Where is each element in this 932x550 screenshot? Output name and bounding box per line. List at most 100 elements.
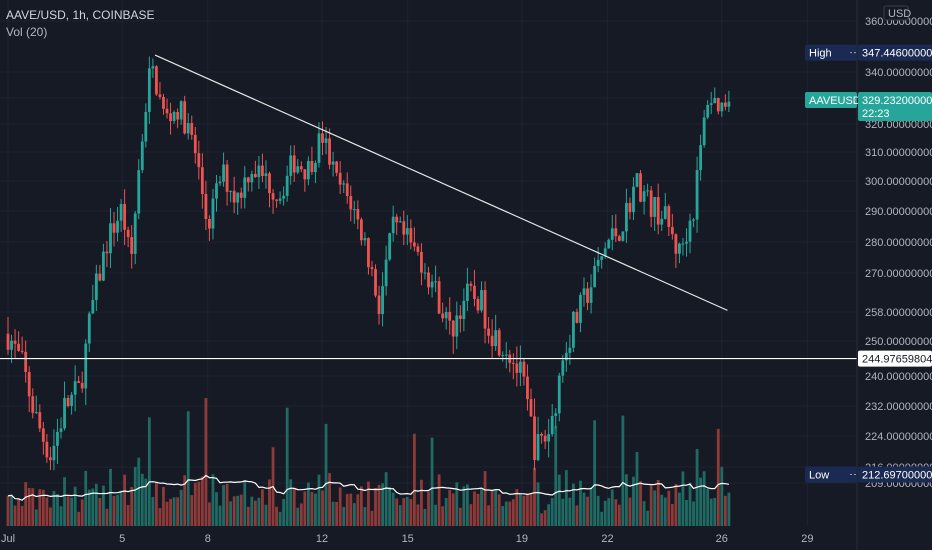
- candle-body: [526, 376, 529, 400]
- candle-body: [649, 190, 653, 217]
- volume-bar: [52, 491, 56, 526]
- volume-bar: [384, 472, 388, 526]
- candle-body: [73, 381, 77, 395]
- volume-bar: [554, 425, 558, 526]
- volume-bar: [222, 485, 225, 526]
- candle-body: [24, 351, 28, 373]
- volume-bar: [564, 470, 568, 526]
- candle-body: [278, 198, 282, 201]
- volume-bar: [649, 485, 653, 526]
- volume-bar: [349, 493, 353, 526]
- candle-body: [289, 155, 293, 176]
- candle-body: [335, 161, 339, 173]
- price-tick-label: 290.00000000: [865, 206, 932, 218]
- candle-body: [529, 399, 533, 417]
- price-tag-name-box: [805, 466, 857, 483]
- volume-bar: [434, 504, 437, 526]
- volume-bar: [77, 511, 81, 526]
- time-tick-label: 15: [402, 533, 414, 545]
- volume-bar: [420, 479, 423, 526]
- candle-body: [49, 457, 52, 461]
- volume-bar: [342, 506, 346, 526]
- volume-bar: [462, 486, 466, 526]
- volume-bar: [494, 489, 498, 526]
- volume-ma-line: [7, 474, 730, 501]
- candle-body: [155, 66, 158, 95]
- candle-body: [222, 164, 225, 182]
- candle-body: [497, 330, 501, 356]
- candle-body: [130, 237, 134, 254]
- volume-bar: [303, 491, 307, 526]
- volume-bar: [257, 497, 261, 526]
- volume-bar: [451, 493, 455, 526]
- candle-body: [667, 206, 671, 227]
- volume-bar: [702, 471, 706, 526]
- volume-bar: [374, 488, 377, 526]
- candle-body: [543, 435, 547, 442]
- volume-bar: [568, 497, 572, 526]
- volume-bar: [94, 483, 98, 526]
- volume-bar: [359, 486, 363, 526]
- volume-bar: [391, 492, 395, 526]
- volume-bar: [243, 480, 247, 526]
- candle-body: [579, 294, 582, 323]
- candle-body: [420, 251, 423, 273]
- volume-bar: [727, 492, 731, 526]
- volume-bar: [388, 486, 392, 526]
- candle-body: [349, 196, 353, 210]
- candle-body: [416, 246, 420, 252]
- candle-body: [208, 218, 211, 229]
- volume-bar: [31, 488, 35, 526]
- candle-body: [356, 209, 360, 220]
- candle-body: [586, 288, 589, 303]
- candle-body: [342, 183, 346, 185]
- candle-body: [395, 216, 399, 223]
- candle-body: [550, 415, 554, 435]
- candle-body: [660, 218, 664, 225]
- volume-bar: [469, 504, 473, 526]
- volume-bar: [593, 420, 597, 526]
- volume-bar: [480, 489, 483, 526]
- candle-body: [653, 197, 657, 217]
- price-tag-value: 212.69700000: [862, 470, 932, 482]
- volume-bar: [526, 493, 529, 526]
- price-tick-label: 258.00000000: [865, 307, 932, 319]
- candle-body: [646, 190, 650, 192]
- candle-body: [229, 190, 233, 192]
- candle-body: [511, 362, 515, 364]
- price-tick-label: 320.00000000: [865, 119, 932, 131]
- volume-bar: [91, 488, 95, 526]
- volume-bar: [476, 493, 480, 526]
- volume-bar: [49, 507, 52, 526]
- volume-bar: [356, 494, 360, 526]
- volume-bar: [497, 494, 501, 526]
- time-tick-label: 22: [601, 533, 613, 545]
- candle-body: [77, 381, 81, 383]
- volume-bar: [165, 501, 169, 526]
- candles: [6, 56, 731, 471]
- time-tick-label: 8: [205, 533, 211, 545]
- candle-body: [572, 311, 575, 348]
- volume-bar: [596, 495, 600, 526]
- volume-bar: [370, 510, 374, 526]
- trend-line[interactable]: [154, 54, 728, 311]
- price-tick-label: 360.00000000: [865, 16, 932, 28]
- volume-bar: [299, 503, 303, 526]
- price-axis[interactable]: 360.00000000340.00000000330.00000000320.…: [865, 5, 932, 490]
- time-axis[interactable]: Jul 5 8 12 15 19 22 26 29: [1, 533, 814, 545]
- candle-body: [384, 259, 388, 287]
- candle-body: [480, 290, 483, 311]
- volume-bar: [720, 466, 724, 526]
- candle-body: [158, 94, 162, 97]
- volume-bar: [441, 506, 445, 526]
- volume-bar: [639, 481, 642, 526]
- volume-bar: [642, 501, 646, 526]
- candle-body: [70, 394, 74, 407]
- volume-bar: [73, 486, 77, 526]
- volume-bar: [508, 501, 512, 526]
- candle-body: [430, 281, 434, 288]
- candle-body: [211, 198, 215, 229]
- candle-body: [345, 183, 349, 197]
